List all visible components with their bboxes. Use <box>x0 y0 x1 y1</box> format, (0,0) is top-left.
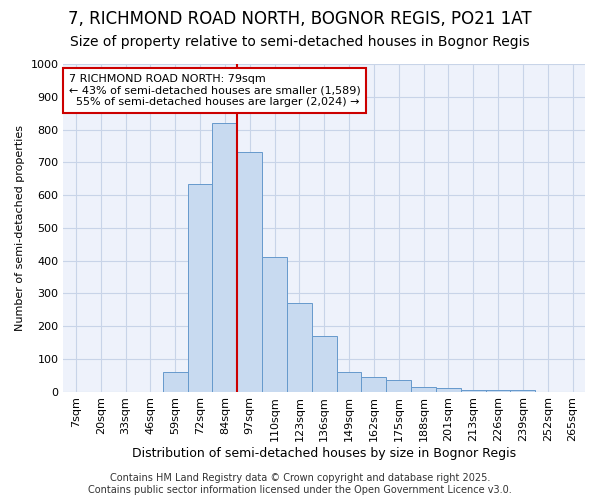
Text: 7, RICHMOND ROAD NORTH, BOGNOR REGIS, PO21 1AT: 7, RICHMOND ROAD NORTH, BOGNOR REGIS, PO… <box>68 10 532 28</box>
Bar <box>163 372 188 392</box>
X-axis label: Distribution of semi-detached houses by size in Bognor Regis: Distribution of semi-detached houses by … <box>132 447 516 460</box>
Bar <box>337 372 361 392</box>
Bar <box>411 386 436 392</box>
Bar <box>386 380 411 392</box>
Text: Contains HM Land Registry data © Crown copyright and database right 2025.
Contai: Contains HM Land Registry data © Crown c… <box>88 474 512 495</box>
Bar <box>511 390 535 392</box>
Bar <box>485 390 511 392</box>
Bar <box>287 303 312 392</box>
Bar <box>212 123 237 392</box>
Text: 7 RICHMOND ROAD NORTH: 79sqm
← 43% of semi-detached houses are smaller (1,589)
 : 7 RICHMOND ROAD NORTH: 79sqm ← 43% of se… <box>68 74 361 107</box>
Y-axis label: Number of semi-detached properties: Number of semi-detached properties <box>15 125 25 331</box>
Text: Size of property relative to semi-detached houses in Bognor Regis: Size of property relative to semi-detach… <box>70 35 530 49</box>
Bar <box>461 390 485 392</box>
Bar <box>262 258 287 392</box>
Bar <box>188 184 212 392</box>
Bar <box>237 152 262 392</box>
Bar <box>361 377 386 392</box>
Bar <box>312 336 337 392</box>
Bar <box>436 388 461 392</box>
